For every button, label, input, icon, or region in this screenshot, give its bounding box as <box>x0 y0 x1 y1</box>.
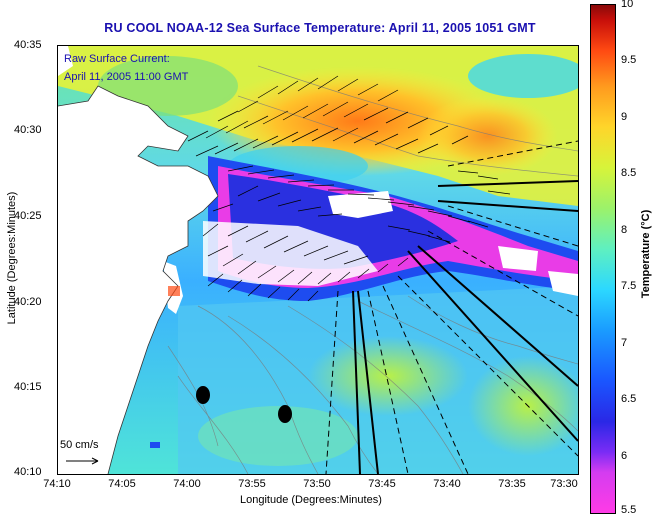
colorbar-tick: 10 <box>621 0 634 10</box>
transect-dashed-3 <box>382 285 469 474</box>
colorbar-tick: 5.5 <box>621 504 637 516</box>
map-plot-area <box>57 45 579 475</box>
cold-fleck <box>150 442 160 448</box>
colorbar-tick: 6 <box>621 450 628 462</box>
transect-solid-3 <box>417 245 578 387</box>
land-mass <box>58 86 218 474</box>
no-data-patch-1 <box>328 191 393 218</box>
xtick-label: 74:10 <box>43 478 71 490</box>
colorbar <box>590 4 616 514</box>
colorbar-tick: 9 <box>621 111 628 123</box>
scale-arrow <box>66 457 99 465</box>
transect-dashed-5 <box>427 230 578 317</box>
transect-solid-5 <box>352 290 361 474</box>
transect-dashed-2 <box>367 290 409 474</box>
scale-label: 50 cm/s <box>60 439 99 451</box>
current-vectors <box>187 75 511 302</box>
current-note-line1: Raw Surface Current: <box>64 53 170 65</box>
colorbar-tick: 9.5 <box>621 54 637 66</box>
no-data-plume <box>203 221 378 286</box>
warm-fleck <box>168 286 180 296</box>
ytick-label: 40:10 <box>14 466 42 478</box>
colorbar-tick: 8.5 <box>621 167 637 179</box>
colorbar-tick: 6.5 <box>621 393 637 405</box>
ytick-label: 40:15 <box>14 381 42 393</box>
green-patch-south <box>308 336 468 416</box>
transect-solid-6 <box>357 290 379 474</box>
transect-solid-2 <box>437 200 578 212</box>
xtick-label: 73:30 <box>550 478 578 490</box>
y-axis-label: Latitude (Degrees:Minutes) <box>6 191 18 325</box>
transect-dashed-4 <box>397 275 578 457</box>
radar-site-2 <box>278 405 292 423</box>
transect-dashed-7 <box>447 140 578 167</box>
cyan-patch-ne <box>468 54 578 98</box>
transect-solid-1 <box>437 180 578 187</box>
no-data-patch-3 <box>548 271 578 296</box>
transect-dashed-6 <box>447 205 578 247</box>
x-axis-label: Longitude (Degrees:Minutes) <box>240 494 382 506</box>
ytick-label: 40:35 <box>14 39 42 51</box>
coastline <box>58 85 219 474</box>
green-patch-se <box>468 356 578 456</box>
colorbar-tick: 7.5 <box>621 280 637 292</box>
xtick-label: 73:40 <box>433 478 461 490</box>
colorbar-tick: 7 <box>621 337 628 349</box>
long-island-coast <box>58 46 73 76</box>
xtick-label: 74:00 <box>173 478 201 490</box>
ytick-label: 40:30 <box>14 124 42 136</box>
no-data-patch-2 <box>498 246 538 271</box>
warm-patch-east <box>418 96 558 176</box>
transect-solid-4 <box>407 250 578 442</box>
xtick-label: 74:05 <box>108 478 136 490</box>
ytick-label: 40:20 <box>14 296 42 308</box>
ytick-label: 40:25 <box>14 210 42 222</box>
figure-title: RU COOL NOAA-12 Sea Surface Temperature:… <box>104 21 536 35</box>
colorbar-label: Temperature (°C) <box>640 209 652 299</box>
xtick-label: 73:50 <box>303 478 331 490</box>
teal-patch-south <box>198 406 358 466</box>
sst-map <box>58 46 578 474</box>
xtick-label: 73:55 <box>238 478 266 490</box>
xtick-label: 73:45 <box>368 478 396 490</box>
radar-transects <box>325 140 578 474</box>
bathymetry-contours <box>167 65 578 474</box>
xtick-label: 73:35 <box>498 478 526 490</box>
radar-site-1 <box>196 386 210 404</box>
current-note-line2: April 11, 2005 11:00 GMT <box>64 71 189 83</box>
transect-dashed-1 <box>325 290 339 474</box>
colorbar-tick: 8 <box>621 224 628 236</box>
